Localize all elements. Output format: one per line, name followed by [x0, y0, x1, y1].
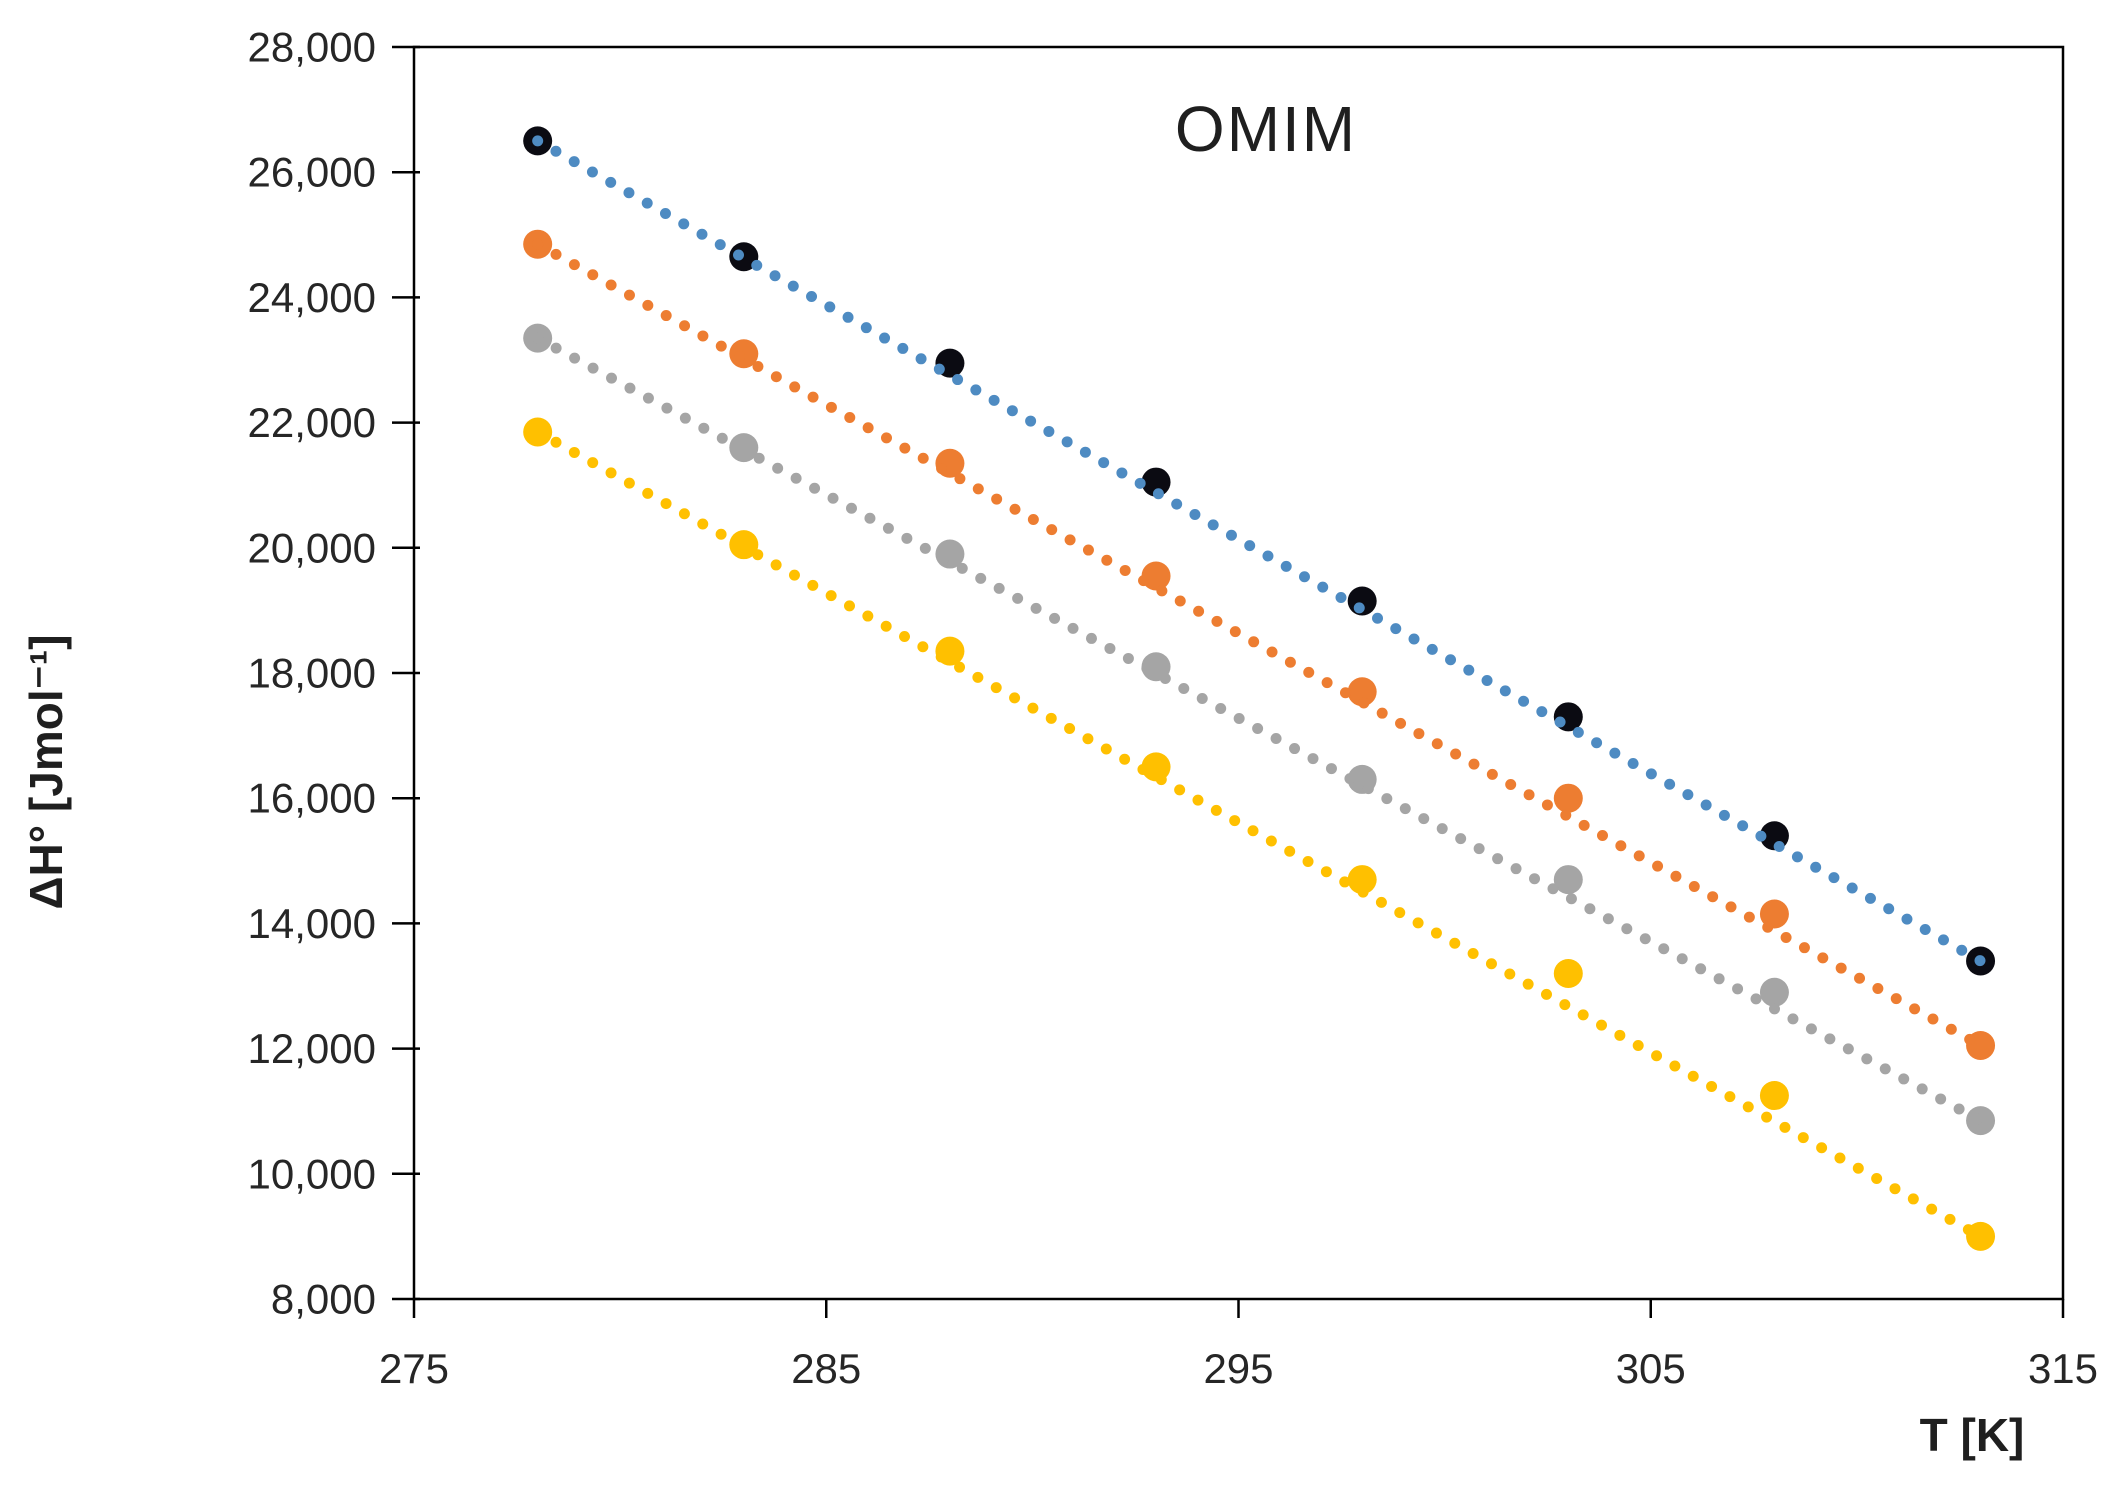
data-point — [729, 242, 759, 272]
x-tick-label: 275 — [379, 1345, 449, 1392]
trendline — [532, 332, 1987, 1127]
x-tick-label: 315 — [2028, 1345, 2098, 1392]
data-point — [1347, 677, 1377, 707]
y-tick-label: 28,000 — [248, 24, 376, 71]
x-tick-label: 285 — [791, 1345, 861, 1392]
y-tick-label: 18,000 — [248, 650, 376, 697]
x-tick-label: 295 — [1203, 1345, 1273, 1392]
trendline — [532, 238, 1987, 1051]
data-point — [1553, 783, 1583, 813]
chart-title: OMIM — [1174, 93, 1358, 165]
data-point — [1759, 1081, 1789, 1111]
data-point — [1553, 865, 1583, 895]
data-point — [1553, 958, 1583, 988]
data-point — [1141, 561, 1171, 591]
plot-border — [412, 45, 2065, 1301]
data-point — [1347, 865, 1377, 895]
y-tick-label: 20,000 — [248, 524, 376, 571]
x-tick-label: 305 — [1616, 1345, 1686, 1392]
data-point — [1141, 752, 1171, 782]
trendline — [532, 426, 1987, 1242]
trendline — [532, 135, 1987, 967]
y-tick-label: 26,000 — [248, 149, 376, 196]
data-point — [1759, 899, 1789, 929]
data-point — [1141, 467, 1171, 497]
y-tick-label: 22,000 — [248, 399, 376, 446]
y-tick-label: 24,000 — [248, 274, 376, 321]
y-tick-label: 14,000 — [248, 900, 376, 947]
y-tick-label: 10,000 — [248, 1150, 376, 1197]
y-tick-label: 12,000 — [248, 1025, 376, 1072]
y-tick-label: 8,000 — [271, 1276, 376, 1323]
y-tick-label: 16,000 — [248, 775, 376, 822]
x-axis-title: T [K] — [1919, 1409, 2025, 1461]
data-point — [1759, 977, 1789, 1007]
